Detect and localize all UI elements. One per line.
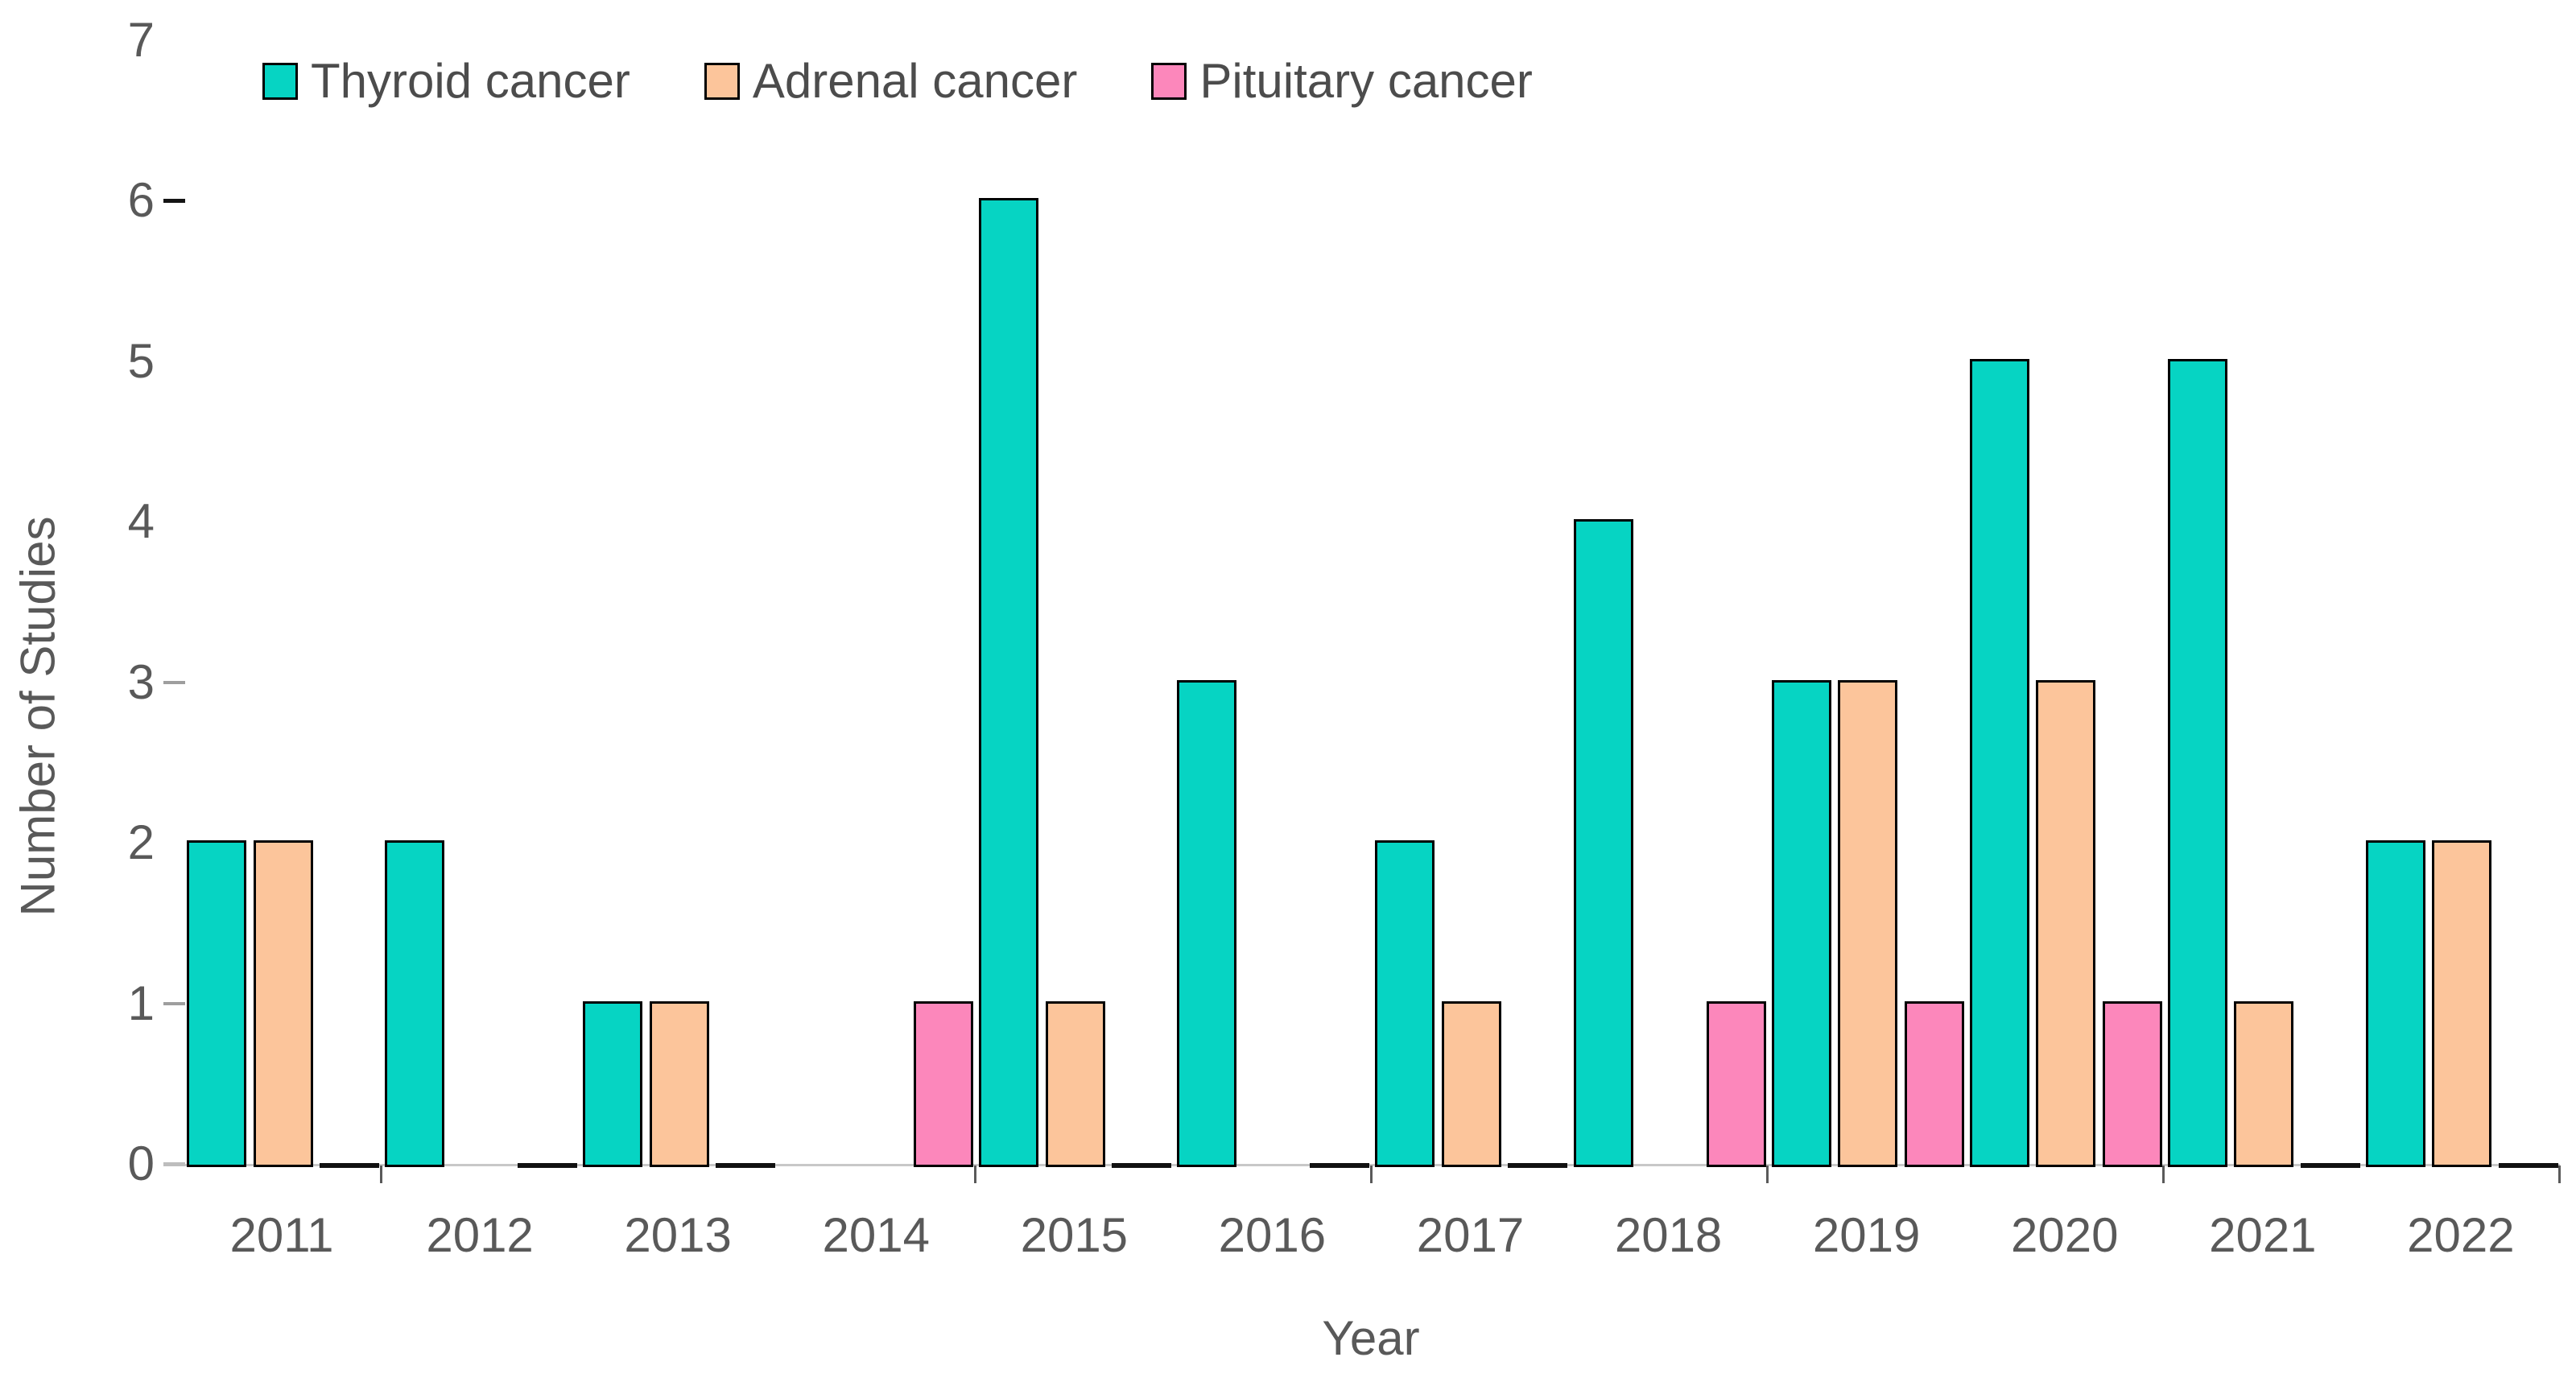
bar-thyroid-cancer-2013	[583, 1000, 643, 1167]
bar-thyroid-cancer-2020	[1969, 358, 2029, 1167]
y-tick-label-3: 3	[127, 654, 155, 709]
x-axis-line	[183, 1164, 2560, 1166]
x-tick-label-2015: 2015	[1020, 1208, 1129, 1262]
zero-dash-pituitary-cancer-2011	[320, 1163, 379, 1168]
bar-adrenal-cancer-2020	[2036, 679, 2096, 1167]
x-tick-label-2012: 2012	[426, 1208, 534, 1262]
zero-dash-pituitary-cancer-2012	[518, 1163, 578, 1168]
bar-adrenal-cancer-2019	[1838, 679, 1898, 1167]
x-tick-label-2018: 2018	[1614, 1208, 1723, 1262]
y-tick-label-1: 1	[127, 976, 155, 1030]
bar-thyroid-cancer-2016	[1177, 679, 1237, 1167]
x-axis-zero-dash	[163, 1164, 185, 1166]
bar-adrenal-cancer-2022	[2432, 840, 2492, 1167]
bar-thyroid-cancer-2018	[1573, 519, 1633, 1167]
legend-swatch-thyroid-cancer	[262, 62, 298, 100]
y-axis-title: Number of Studies	[10, 516, 65, 917]
zero-dash-pituitary-cancer-2021	[2300, 1163, 2360, 1168]
x-tick-label-2016: 2016	[1218, 1208, 1327, 1262]
y-tick-label-7: 7	[127, 12, 155, 67]
y-axis-tick-dash-3	[163, 680, 185, 684]
bar-adrenal-cancer-2021	[2234, 1000, 2294, 1167]
zero-dash-pituitary-cancer-2017	[1508, 1163, 1568, 1168]
y-tick-label-4: 4	[127, 494, 155, 549]
bar-thyroid-cancer-2012	[385, 840, 445, 1167]
bar-thyroid-cancer-2022	[2365, 840, 2425, 1167]
bar-thyroid-cancer-2017	[1375, 840, 1435, 1167]
legend-item-adrenal-cancer: Adrenal cancer	[704, 53, 1078, 109]
zero-dash-pituitary-cancer-2015	[1112, 1163, 1172, 1168]
x-tick-label-2017: 2017	[1416, 1208, 1525, 1262]
x-tick-label-2014: 2014	[822, 1208, 930, 1262]
x-tick-label-2019: 2019	[1812, 1208, 1921, 1262]
y-axis-tick-dash-1	[163, 1001, 185, 1005]
legend-label: Thyroid cancer	[311, 54, 630, 108]
x-tick-label-2011: 2011	[229, 1208, 334, 1262]
x-axis-boundary-tick-10	[2162, 1165, 2165, 1183]
x-axis-title: Year	[1322, 1311, 1420, 1365]
y-tick-label-6: 6	[127, 173, 155, 228]
x-tick-label-2021: 2021	[2209, 1208, 2317, 1262]
zero-dash-pituitary-cancer-2013	[716, 1163, 776, 1168]
x-axis-boundary-tick-1	[379, 1165, 382, 1183]
y-tick-label-0: 0	[127, 1137, 155, 1190]
y-tick-label-5: 5	[127, 333, 155, 388]
legend-label: Adrenal cancer	[752, 54, 1078, 108]
legend-label: Pituitary cancer	[1199, 54, 1533, 108]
x-axis-boundary-tick-4	[973, 1165, 976, 1183]
bar-pituitary-cancer-2020	[2102, 1000, 2162, 1167]
legend: Thyroid cancer Adrenal cancer Pituitary ca…	[262, 53, 1533, 109]
bar-thyroid-cancer-2021	[2167, 358, 2227, 1167]
legend-swatch-adrenal-cancer	[704, 62, 740, 100]
bar-thyroid-cancer-2019	[1771, 679, 1831, 1167]
bar-pituitary-cancer-2019	[1904, 1000, 1964, 1167]
legend-item-thyroid-cancer: Thyroid cancer	[262, 53, 630, 109]
y-axis-tick-dash-6	[163, 198, 185, 203]
legend-item-pituitary-cancer: Pituitary cancer	[1151, 53, 1533, 109]
x-tick-label-2020: 2020	[2010, 1208, 2119, 1262]
bar-adrenal-cancer-2017	[1441, 1000, 1501, 1167]
y-tick-label-2: 2	[127, 815, 155, 870]
bar-adrenal-cancer-2015	[1045, 1000, 1105, 1167]
zero-dash-pituitary-cancer-2022	[2498, 1163, 2558, 1168]
bar-thyroid-cancer-2011	[187, 840, 246, 1167]
bar-adrenal-cancer-2011	[253, 840, 313, 1167]
x-axis-boundary-tick-6	[1369, 1165, 1373, 1183]
bar-adrenal-cancer-2013	[649, 1000, 709, 1167]
x-tick-label-2013: 2013	[624, 1208, 732, 1262]
x-axis-boundary-tick-8	[1766, 1165, 1769, 1183]
bar-thyroid-cancer-2015	[979, 198, 1039, 1167]
x-axis-boundary-tick-12	[2558, 1165, 2562, 1183]
zero-dash-pituitary-cancer-2016	[1310, 1163, 1370, 1168]
bar-pituitary-cancer-2014	[914, 1000, 974, 1167]
bar-pituitary-cancer-2018	[1706, 1000, 1766, 1167]
x-tick-label-2022: 2022	[2407, 1208, 2515, 1262]
legend-swatch-pituitary-cancer	[1151, 62, 1187, 100]
